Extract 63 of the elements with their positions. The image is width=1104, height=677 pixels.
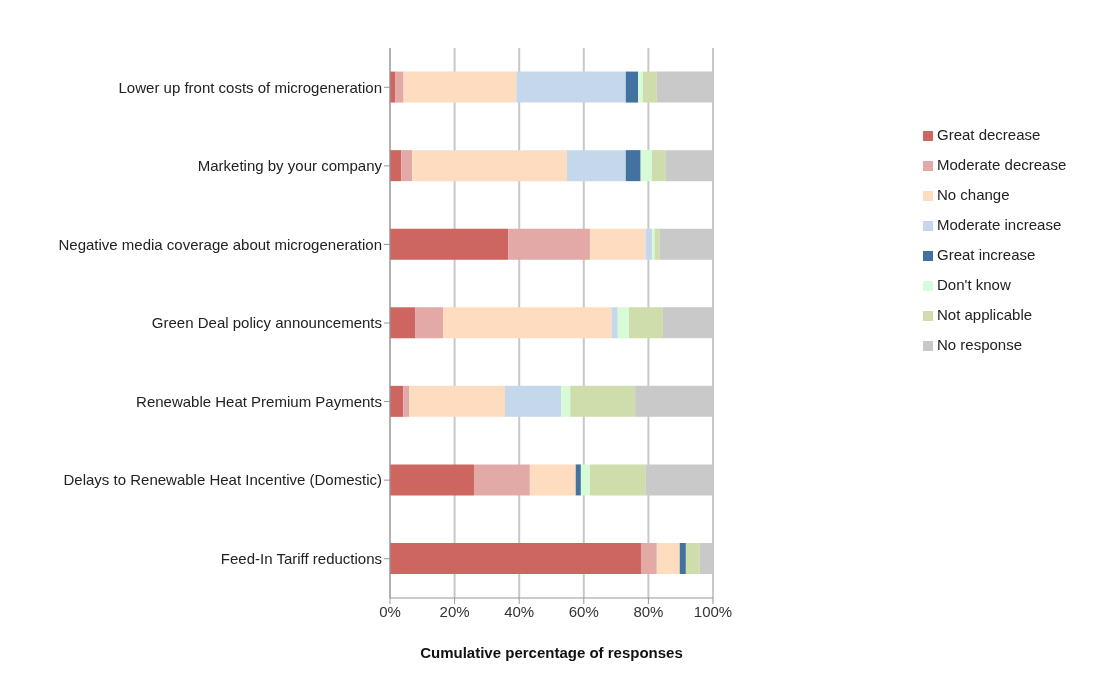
bar [589,228,646,260]
bar [679,543,686,574]
y-tick-label: Delays to Renewable Heat Incentive (Domestic) [63,471,382,489]
bar [570,385,636,417]
bar [651,228,655,260]
bar [611,307,618,339]
bar [395,71,404,103]
bar [625,71,639,103]
bar [651,150,666,182]
bar [629,307,663,339]
bar [403,385,410,417]
legend-label: No response [937,336,1023,353]
x-axis-title: Cumulative percentage of responses [420,644,683,661]
y-tick-label: Feed-In Tariff reductions [220,550,382,568]
legend-label: Don't know [937,276,1011,293]
bar [625,150,641,182]
bar [567,150,626,182]
bar [504,385,562,417]
bar [638,71,643,103]
bar [640,543,657,574]
y-tick-label: Lower up front costs of microgeneration [118,78,382,96]
y-tick-label: Marketing by your company [197,157,383,175]
bar [443,307,612,339]
bar [645,228,652,260]
legend-label: No change [937,186,1010,203]
bar [409,385,505,417]
bar [529,464,576,496]
bar [390,543,641,574]
y-tick-label: Green Deal policy announcements [151,314,382,332]
legend-label: Moderate increase [937,216,1062,233]
bar [516,71,626,103]
x-tick-label: 20% [439,602,470,620]
bar [561,385,571,417]
bar [390,307,416,339]
bar [401,150,413,182]
bar [473,464,530,496]
bar [617,307,630,339]
legend-label: Great decrease [937,126,1041,143]
bar [685,543,700,574]
x-tick-label: 40% [504,602,535,620]
bar [642,71,657,103]
bar [415,307,444,339]
legend-label: Moderate decrease [937,156,1067,173]
x-tick-label: 60% [568,602,599,620]
bar [412,150,567,182]
bar [654,228,660,260]
bar [403,71,517,103]
bar [580,464,590,496]
legend-label: Not applicable [937,306,1033,323]
x-tick-label: 80% [633,602,664,620]
x-tick-label: 0% [379,602,401,620]
bar [656,543,680,574]
bar [640,150,652,182]
bar [575,464,581,496]
x-tick-label: 100% [693,602,733,620]
y-tick-label: Renewable Heat Premium Payments [136,392,382,410]
bar [589,464,646,496]
bar [390,385,404,417]
y-tick-label: Negative media coverage about microgeneration [58,235,382,253]
bar [508,228,590,260]
bar [390,228,509,260]
bar [390,464,474,496]
legend-label: Great increase [937,246,1036,263]
